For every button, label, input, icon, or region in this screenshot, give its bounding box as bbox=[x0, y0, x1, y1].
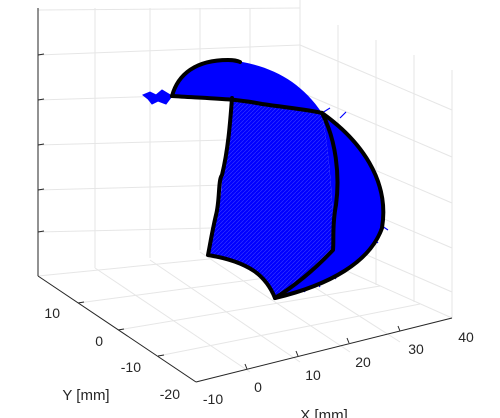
y-tick-label: 10 bbox=[44, 305, 60, 321]
surface-right-patch bbox=[275, 113, 384, 298]
x-axis-label: X [mm] bbox=[300, 407, 348, 418]
x-tick-label: -10 bbox=[203, 391, 223, 407]
surface-top-patch bbox=[172, 60, 322, 113]
y-tick-label: -10 bbox=[121, 359, 141, 375]
x-tick-label: 40 bbox=[458, 329, 474, 345]
surface-left-patch bbox=[208, 98, 334, 298]
edge-upper-seam bbox=[170, 94, 324, 115]
surface-mesh bbox=[142, 60, 389, 298]
surface-tip bbox=[142, 89, 173, 105]
y-tick-label: 0 bbox=[95, 333, 103, 349]
x-tick-label: 20 bbox=[355, 354, 371, 370]
surface-edges bbox=[170, 58, 386, 300]
x-tick-label: 30 bbox=[408, 341, 424, 357]
x-tick-label: 10 bbox=[305, 367, 321, 383]
y-tick-label: -20 bbox=[160, 386, 180, 402]
y-axis-label: Y [mm] bbox=[62, 387, 109, 404]
x-tick-labels: -10 0 10 20 30 40 bbox=[203, 329, 474, 407]
x-tick-label: 0 bbox=[254, 379, 262, 395]
y-tick-labels: 10 0 -10 -20 bbox=[44, 305, 180, 402]
edge-middle-seam bbox=[273, 111, 340, 300]
axis-lines bbox=[37, 8, 453, 383]
edge-top-arc bbox=[170, 58, 242, 98]
edge-left bbox=[206, 96, 277, 300]
edge-right bbox=[273, 111, 386, 300]
